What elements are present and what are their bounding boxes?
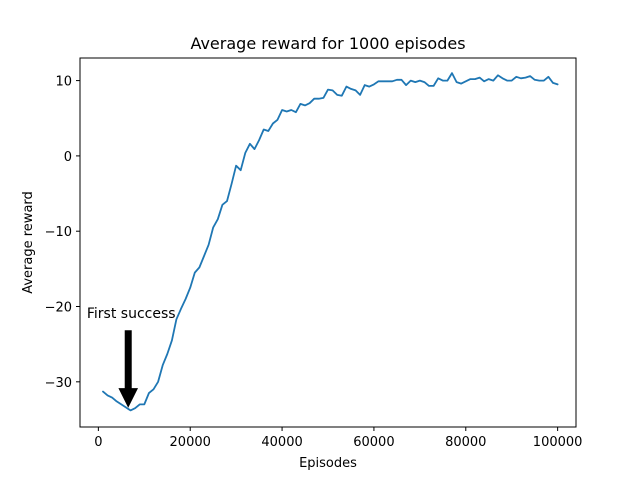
x-tick-label: 0 — [94, 435, 102, 450]
y-tick-label: −30 — [45, 376, 72, 391]
y-tick-label: 10 — [55, 75, 72, 90]
reward-series-line — [102, 72, 559, 412]
y-axis-ticks: −30 −20 −10 0 10 — [45, 75, 80, 391]
plot-frame — [79, 57, 577, 428]
x-tick-label: 100000 — [533, 435, 583, 450]
annotation-arrow — [118, 330, 139, 408]
y-tick-label: 0 — [64, 150, 72, 165]
x-tick-label: 40000 — [261, 435, 302, 450]
y-tick-label: −20 — [45, 301, 72, 316]
x-tick-label: 20000 — [170, 435, 211, 450]
annotation-label: First success — [87, 306, 176, 322]
y-axis-label: Average reward — [21, 191, 36, 294]
first-success-annotation: First success — [87, 306, 176, 408]
x-tick-label: 60000 — [353, 435, 394, 450]
chart-title: Average reward for 1000 episodes — [190, 34, 465, 53]
x-tick-label: 80000 — [445, 435, 486, 450]
y-tick-label: −10 — [45, 225, 72, 240]
x-axis-label: Episodes — [299, 456, 357, 471]
x-axis-ticks: 0 20000 40000 60000 80000 100000 — [94, 427, 582, 450]
